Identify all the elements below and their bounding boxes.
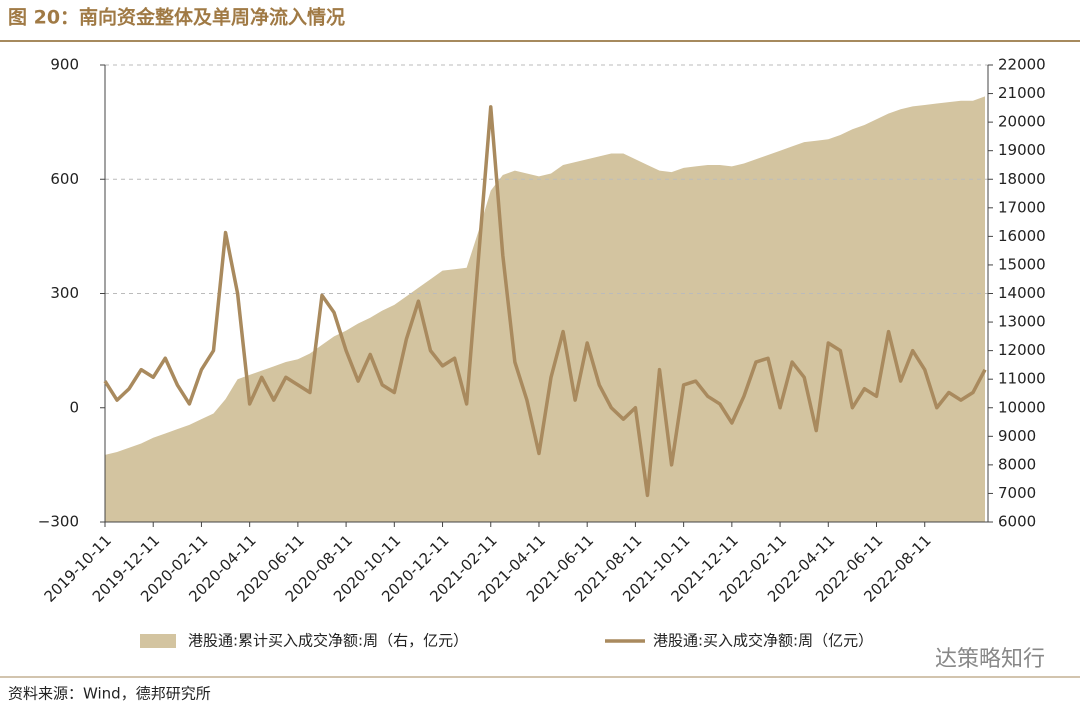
y2-tick-label: 6000 (998, 513, 1036, 531)
legend-label: 港股通:买入成交净额:周（亿元） (653, 632, 873, 650)
area (105, 96, 985, 522)
y2-tick-label: 20000 (998, 113, 1046, 131)
y2-tick-label: 7000 (998, 484, 1036, 502)
y-tick-label: 600 (50, 170, 79, 188)
source: 资料来源：Wind，德邦研究所 (8, 685, 211, 703)
chart-title: 图 20：南向资金整体及单周净流入情况 (8, 6, 345, 29)
y2-tick-label: 13000 (998, 313, 1046, 331)
legend-swatch (140, 634, 176, 648)
y2-tick-label: 21000 (998, 84, 1046, 102)
y2-tick-label: 10000 (998, 398, 1046, 416)
y2-tick-label: 9000 (998, 427, 1036, 445)
y2-tick-label: 22000 (998, 56, 1046, 74)
line (103, 105, 987, 498)
y-tick-label: 300 (50, 284, 79, 302)
legend-label: 港股通:累计买入成交净额:周（右，亿元） (188, 632, 468, 650)
y2-tick-label: 16000 (998, 227, 1046, 245)
y2-tick-label: 19000 (998, 141, 1046, 159)
y2-tick-label: 17000 (998, 198, 1046, 216)
y2-tick-label: 14000 (998, 284, 1046, 302)
y2-tick-label: 8000 (998, 455, 1036, 473)
y-tick-label: 0 (69, 398, 79, 416)
y-tick-label: −300 (38, 513, 79, 531)
watermark: 达策略知行 (935, 647, 1045, 672)
y2-tick-label: 18000 (998, 170, 1046, 188)
y2-tick-label: 11000 (998, 370, 1046, 388)
y-tick-label: 900 (50, 56, 79, 74)
y2-tick-label: 15000 (998, 255, 1046, 273)
y2-tick-label: 12000 (998, 341, 1046, 359)
